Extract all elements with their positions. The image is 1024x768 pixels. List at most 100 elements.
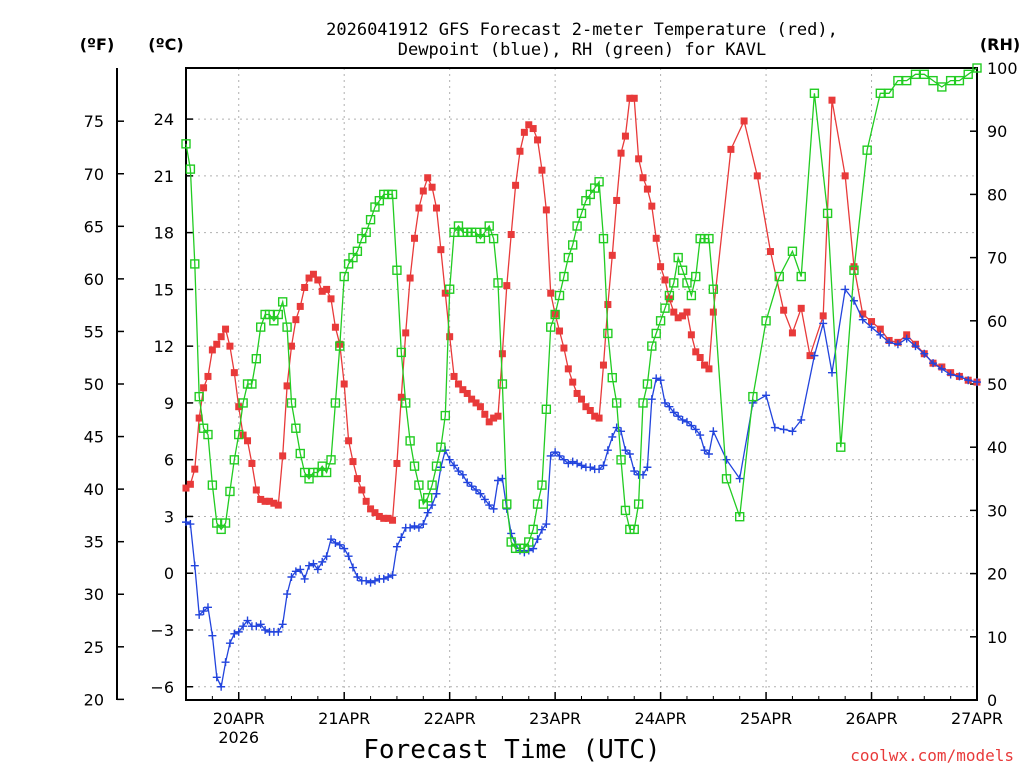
data-point [937, 82, 947, 92]
data-point [603, 328, 613, 339]
data-point [182, 518, 190, 527]
data-point [532, 499, 543, 509]
data-point [827, 368, 836, 377]
data-point [498, 350, 506, 358]
data-point [538, 166, 546, 174]
data-point [458, 470, 467, 479]
data-point [345, 437, 353, 445]
data-point [564, 365, 572, 373]
data-point [203, 603, 212, 612]
data-point [686, 290, 697, 301]
data-point [225, 486, 235, 497]
data-point [507, 529, 516, 538]
data-point [705, 365, 713, 373]
fahrenheit-tick-label: 35 [84, 533, 104, 552]
data-point [419, 187, 427, 195]
data-point [406, 523, 415, 532]
celsius-tick-label: −6 [150, 678, 174, 697]
data-point [692, 348, 700, 356]
data-point [340, 544, 349, 553]
series-dewpoint [182, 285, 981, 691]
data-point [524, 537, 534, 547]
data-point [546, 322, 556, 332]
data-point [409, 461, 420, 471]
data-point [677, 265, 688, 275]
fahrenheit-tick-label: 30 [84, 585, 104, 604]
data-point [542, 206, 550, 214]
data-point [454, 467, 463, 476]
data-point [440, 410, 450, 421]
data-point [261, 625, 270, 634]
data-point [507, 231, 515, 239]
data-point [560, 344, 568, 352]
data-point [476, 403, 484, 411]
rh-tick-label: 50 [987, 375, 1007, 394]
data-point [529, 125, 537, 133]
data-point [195, 414, 203, 422]
data-point [287, 342, 295, 350]
data-point [490, 414, 498, 422]
data-point [910, 69, 921, 80]
data-point [753, 172, 761, 180]
data-point [295, 448, 305, 459]
data-point [367, 505, 375, 513]
data-point [234, 627, 243, 636]
data-point [972, 63, 982, 73]
data-point [194, 391, 204, 402]
data-point [591, 412, 599, 420]
data-point [427, 480, 437, 490]
data-point [445, 455, 454, 464]
data-point [291, 423, 301, 433]
data-point [274, 501, 282, 509]
data-point [828, 96, 836, 104]
data-point [669, 408, 678, 417]
data-point [537, 525, 546, 534]
data-point [353, 573, 362, 582]
data-point [361, 227, 371, 238]
data-point [740, 117, 748, 125]
data-point [608, 432, 617, 441]
rh-ticks: 0 10 20 30 40 50 60 70 80 90 100 [970, 59, 1018, 710]
data-point [248, 459, 256, 467]
data-point [955, 372, 964, 381]
data-point [696, 354, 704, 362]
celsius-tick-label: 18 [154, 224, 174, 243]
watermark: coolwx.com/models [850, 746, 1014, 765]
data-point [595, 414, 603, 422]
data-point [673, 252, 683, 263]
data-point [633, 499, 644, 509]
data-point [607, 372, 617, 383]
time-tick-label: 20APR [213, 709, 265, 728]
data-point [309, 270, 317, 278]
data-point [414, 480, 424, 490]
data-point [388, 571, 397, 580]
data-point [323, 285, 331, 293]
data-point [875, 88, 886, 98]
data-point [393, 459, 401, 467]
data-point [630, 94, 638, 102]
data-point [613, 196, 621, 204]
data-point [428, 183, 436, 191]
data-point [735, 474, 744, 483]
data-point [380, 514, 388, 522]
data-point [199, 607, 208, 616]
chart-title-line1: 2026041912 GFS Forecast 2-meter Temperat… [326, 20, 838, 40]
data-point [252, 486, 260, 494]
data-point [389, 516, 397, 524]
data-point [722, 455, 731, 464]
data-point [512, 181, 520, 189]
data-point [841, 285, 850, 294]
data-point [635, 155, 643, 163]
data-point [283, 382, 291, 390]
data-point [476, 489, 485, 498]
data-point [643, 463, 652, 472]
time-tick-label: 26APR [845, 709, 897, 728]
data-point [415, 204, 423, 212]
data-point [691, 271, 701, 282]
data-point [244, 437, 252, 445]
data-point [287, 573, 296, 582]
data-point [446, 333, 454, 341]
data-point [660, 398, 669, 407]
data-point [485, 501, 494, 510]
